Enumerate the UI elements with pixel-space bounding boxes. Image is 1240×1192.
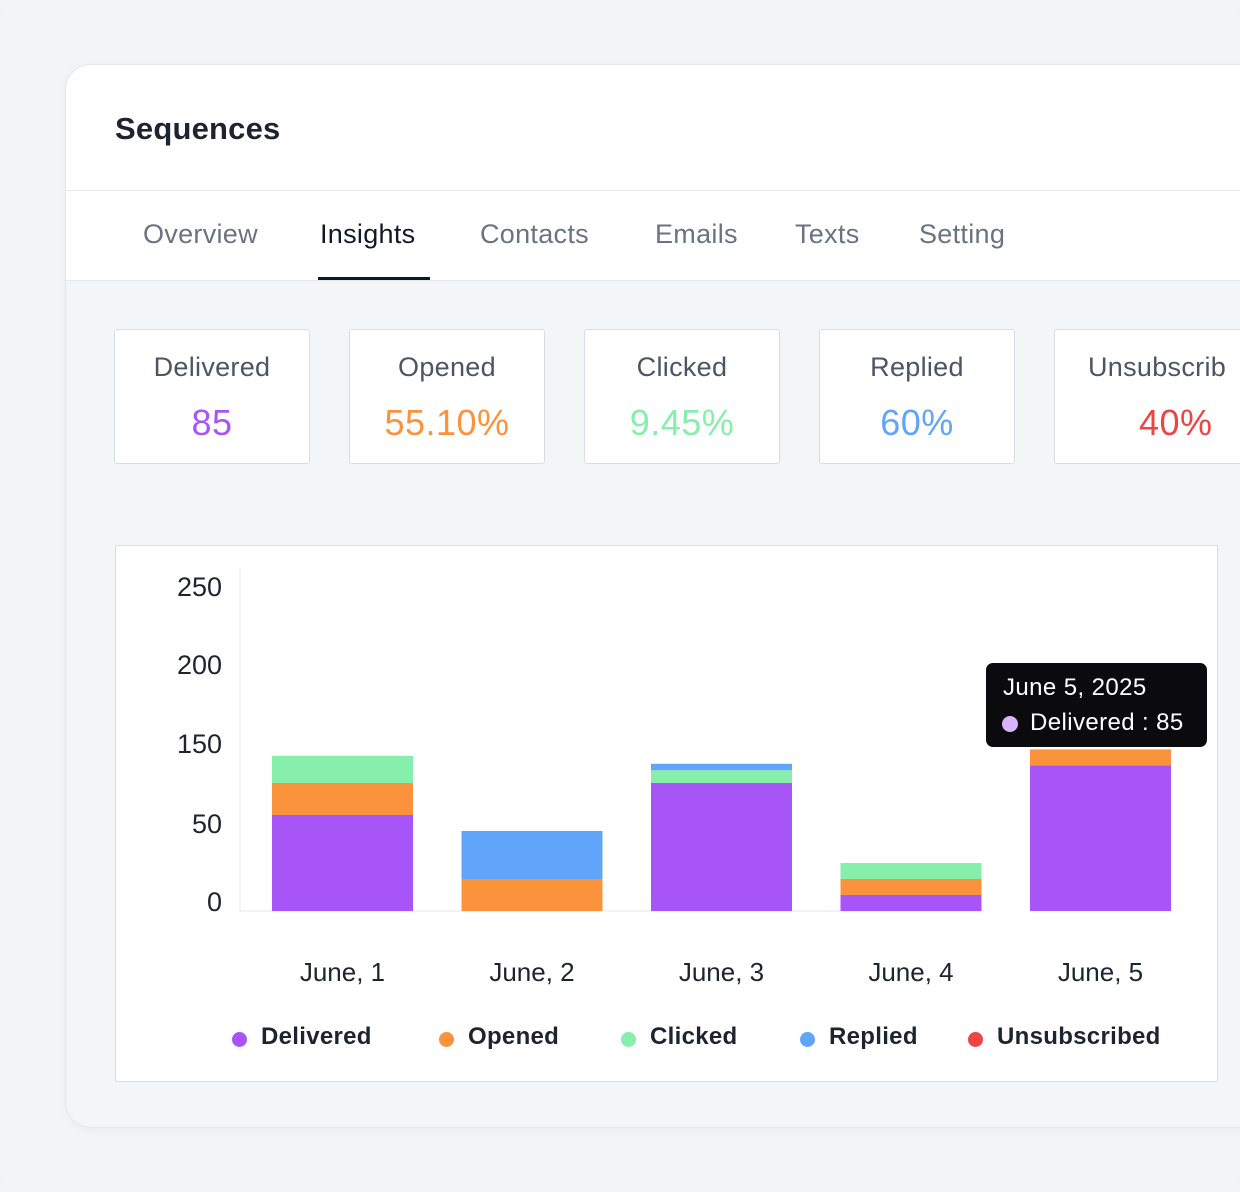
stat-card-opened: Opened 55.10% [349,329,545,464]
chart-panel: 250 200 150 50 0 June, 1 June, 2 June, 3 June, 4… [115,545,1218,1082]
legend-dot [232,1032,247,1047]
stat-card-replied: Replied 60% [819,329,1015,464]
stat-card-clicked: Clicked 9.45% [584,329,780,464]
tab-bar: Overview Insights Contacts Emails Texts … [66,191,1240,281]
bar-segment[interactable] [461,831,603,879]
bar-segment[interactable] [272,755,413,783]
tab-contacts[interactable]: Contacts [480,219,589,249]
tab-insights[interactable]: Insights [320,219,416,249]
stacked-bar-chart: 250 200 150 50 0 June, 1 June, 2 June, 3 June, 4… [177,568,1171,987]
tab-setting[interactable]: Setting [919,219,1006,249]
tab-emails[interactable]: Emails [655,219,738,249]
tab-texts[interactable]: Texts [795,219,860,249]
card-header: Sequences [66,65,1240,191]
bar-segment[interactable] [651,763,792,771]
stat-card-unsubscribed: Unsubscrib 40% [1054,329,1240,464]
tooltip-value: Delivered : 85 [1030,709,1184,736]
stat-value: 40% [1139,402,1213,443]
legend-label: Unsubscribed [997,1023,1161,1050]
stat-label: Unsubscrib [1088,352,1227,382]
page-title: Sequences [115,111,281,146]
x-tick-label: June, 1 [300,957,385,987]
bar-segment[interactable] [461,879,603,911]
stat-value: 55.10% [384,402,510,443]
bar-segment[interactable] [1030,749,1171,766]
tab-overview[interactable]: Overview [143,219,258,249]
legend-label: Opened [468,1023,560,1050]
bar-segment[interactable] [840,895,982,911]
legend-label: Replied [829,1023,918,1050]
tooltip-date: June 5, 2025 [1003,674,1147,701]
tooltip-series-dot [1002,716,1018,732]
legend-dot [439,1032,454,1047]
x-tick-label: June, 2 [489,957,574,987]
bar-segment[interactable] [272,783,413,815]
stat-value: 9.45% [629,402,735,443]
y-tick-label: 150 [177,729,222,759]
stat-value: 60% [880,402,954,443]
legend-label: Clicked [650,1023,738,1050]
bar-segment[interactable] [651,783,792,911]
stat-label: Delivered [153,352,271,382]
stat-label: Opened [398,352,496,382]
bar-segment[interactable] [272,815,413,911]
stat-value: 85 [191,402,233,443]
stat-label: Clicked [636,352,728,382]
bar-segment[interactable] [651,770,792,783]
x-tick-label: June, 3 [679,957,764,987]
legend-label: Delivered [261,1023,372,1050]
stat-label: Replied [870,352,964,382]
y-tick-label: 0 [207,887,222,917]
legend-dot [968,1032,983,1047]
active-tab-indicator [318,277,430,280]
y-tick-label: 250 [177,572,222,602]
stat-card-delivered: Delivered 85 [114,329,310,464]
bar-segment[interactable] [1030,765,1171,911]
bar-segment[interactable] [840,863,982,879]
y-tick-label: 50 [192,809,222,839]
chart-tooltip: June 5, 2025 Delivered : 85 [986,663,1207,747]
x-tick-label: June, 4 [868,957,953,987]
y-tick-label: 200 [177,650,222,680]
bar-segment[interactable] [840,879,982,895]
sequences-card: Sequences Overview Insights Contacts Ema… [65,64,1240,1128]
x-tick-label: June, 5 [1058,957,1143,987]
legend-dot [800,1032,815,1047]
legend-dot [621,1032,636,1047]
